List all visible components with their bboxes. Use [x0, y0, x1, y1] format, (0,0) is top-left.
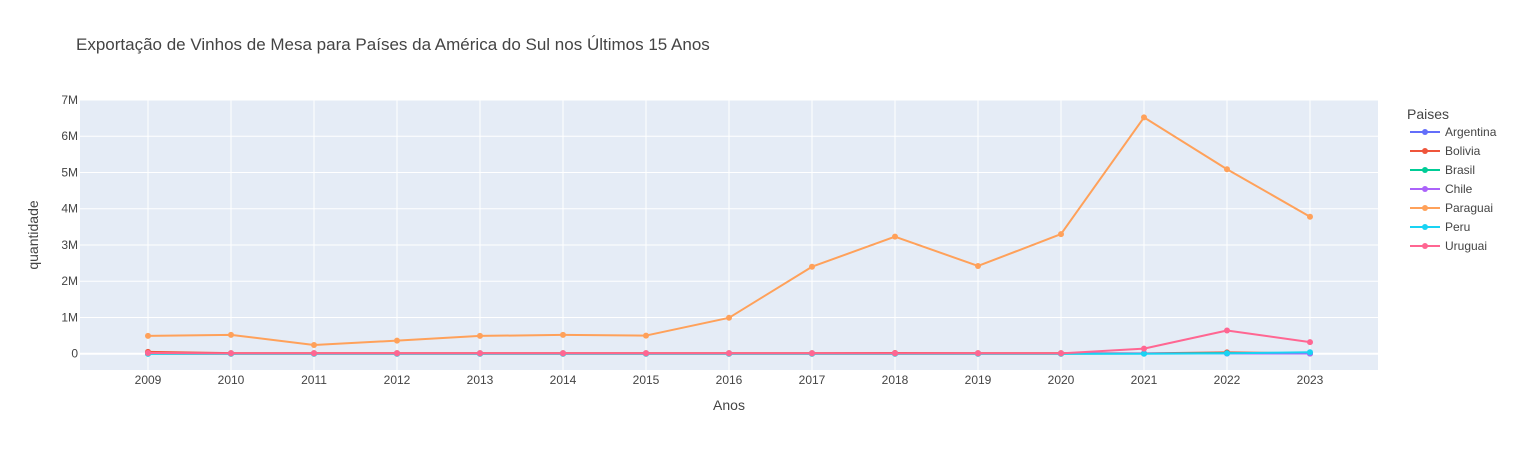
legend-label: Bolivia	[1445, 144, 1481, 158]
x-tick-label: 2020	[1048, 373, 1075, 387]
y-tick-label: 3M	[61, 238, 78, 252]
data-point	[560, 350, 566, 357]
x-tick-label: 2019	[965, 373, 992, 387]
x-tick-label: 2014	[550, 373, 577, 387]
legend-label: Argentina	[1445, 125, 1497, 139]
data-point	[975, 350, 981, 357]
x-tick-label: 2010	[218, 373, 245, 387]
x-tick-label: 2023	[1297, 373, 1324, 387]
legend-item-brasil[interactable]: Brasil	[1410, 163, 1475, 177]
data-point	[145, 332, 151, 339]
x-axis-label: Anos	[713, 397, 745, 413]
data-point	[394, 350, 400, 357]
y-tick-label: 6M	[61, 129, 78, 143]
x-tick-label: 2016	[716, 373, 743, 387]
y-tick-label: 2M	[61, 274, 78, 288]
data-point	[726, 314, 732, 321]
data-point	[228, 350, 234, 357]
series-layer	[145, 114, 1313, 357]
x-tick-label: 2021	[1131, 373, 1158, 387]
data-point	[1224, 327, 1230, 334]
legend-item-peru[interactable]: Peru	[1410, 220, 1470, 234]
x-tick-label: 2012	[384, 373, 411, 387]
x-tick-label: 2018	[882, 373, 909, 387]
x-tick-label: 2009	[135, 373, 162, 387]
data-point	[726, 350, 732, 357]
legend-item-argentina[interactable]: Argentina	[1410, 125, 1497, 139]
x-tick-label: 2017	[799, 373, 826, 387]
legend-swatch-marker	[1422, 243, 1428, 249]
chart-title: Exportação de Vinhos de Mesa para Países…	[76, 35, 710, 54]
data-point	[1058, 231, 1064, 238]
data-point	[145, 349, 151, 356]
data-point	[1307, 339, 1313, 346]
y-axis-label: quantidade	[25, 200, 41, 270]
data-point	[892, 350, 898, 357]
legend-item-bolivia[interactable]: Bolivia	[1410, 144, 1481, 158]
data-point	[311, 350, 317, 357]
y-tick-label: 7M	[61, 93, 78, 107]
legend-item-uruguai[interactable]: Uruguai	[1410, 239, 1487, 253]
y-tick-label: 4M	[61, 202, 78, 216]
legend-label: Chile	[1445, 182, 1473, 196]
x-tick-label: 2015	[633, 373, 660, 387]
y-tick-label: 1M	[61, 310, 78, 324]
x-tick-label: 2013	[467, 373, 494, 387]
data-point	[643, 350, 649, 357]
data-point	[1141, 350, 1147, 357]
data-point	[1141, 345, 1147, 352]
data-point	[975, 262, 981, 269]
y-tick-label: 5M	[61, 165, 78, 179]
data-point	[892, 233, 898, 240]
legend-swatch-marker	[1422, 224, 1428, 230]
legend-label: Paraguai	[1445, 201, 1493, 215]
legend-item-paraguai[interactable]: Paraguai	[1410, 201, 1493, 215]
data-point	[1141, 114, 1147, 121]
data-point	[311, 341, 317, 348]
data-point	[1224, 350, 1230, 357]
legend-title: Paises	[1407, 106, 1449, 122]
data-point	[394, 337, 400, 344]
legend-label: Peru	[1445, 220, 1470, 234]
data-point	[1224, 166, 1230, 173]
legend: Paises Argentina Bolivia Brasil Chile Paragu…	[1407, 106, 1497, 253]
data-point	[1058, 350, 1064, 357]
legend-swatch-marker	[1422, 167, 1428, 173]
data-point	[228, 331, 234, 338]
series-paraguai	[145, 114, 1313, 348]
x-tick-labels: 2009 2010 2011 2012 2013 2014 2015 2016 2017 2018…	[135, 373, 1324, 387]
legend-swatch-marker	[1422, 205, 1428, 211]
x-tick-label: 2022	[1214, 373, 1241, 387]
data-point	[809, 350, 815, 357]
x-tick-label: 2011	[301, 373, 327, 387]
data-point	[477, 332, 483, 339]
y-tick-label: 0	[71, 347, 78, 361]
data-point	[477, 350, 483, 357]
y-tick-labels: 0 1M 2M 3M 4M 5M 6M 7M	[61, 93, 78, 361]
data-point	[809, 263, 815, 270]
series-uruguai	[145, 327, 1313, 357]
legend-swatch-marker	[1422, 186, 1428, 192]
data-point	[1307, 213, 1313, 220]
data-point	[560, 331, 566, 338]
data-point	[1307, 349, 1313, 356]
legend-swatch-marker	[1422, 148, 1428, 154]
data-point	[643, 332, 649, 339]
legend-swatch-marker	[1422, 129, 1428, 135]
legend-item-chile[interactable]: Chile	[1410, 182, 1473, 196]
legend-label: Brasil	[1445, 163, 1475, 177]
legend-label: Uruguai	[1445, 239, 1487, 253]
